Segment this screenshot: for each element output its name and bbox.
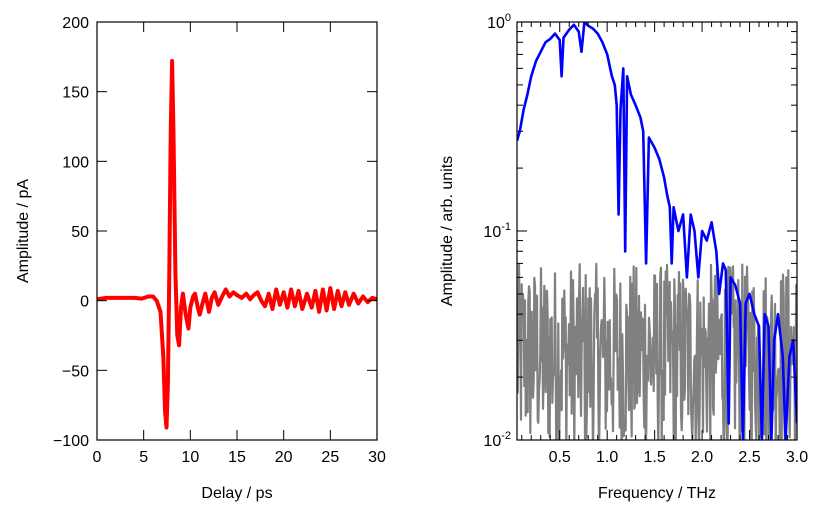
frequency-domain-x-tick-label: 3.0: [786, 449, 808, 466]
frequency-domain-x-tick-label: 1.5: [644, 449, 666, 466]
time-domain-y-tick-label: −50: [62, 363, 89, 380]
time-domain-plot-area: [97, 59, 377, 430]
frequency-domain-y-tick-label: 10-1: [483, 221, 511, 241]
time-domain-y-tick-label: −100: [53, 433, 89, 450]
frequency-domain-x-tick-label: 2.5: [738, 449, 760, 466]
time-domain-series-line-0: [97, 59, 377, 430]
time-domain-y-tick-label: 150: [62, 85, 89, 102]
time-domain-y-tick-label: 200: [62, 15, 89, 32]
frequency-domain-y-tick-label: 10-2: [483, 430, 511, 450]
time-domain-y-tick-label: 50: [71, 224, 89, 241]
noise-floor-line: [517, 262, 797, 440]
time-domain-x-tick-label: 5: [139, 449, 148, 466]
time-domain-y-tick-label: 0: [80, 294, 89, 311]
time-domain-x-tick-label: 15: [228, 449, 246, 466]
frequency-domain-x-tick-label: 1.0: [596, 449, 618, 466]
frequency-domain-y-axis-title: Amplitude / arb. units: [439, 156, 456, 306]
frequency-domain-y-tick-label: 100: [487, 12, 511, 32]
time-domain-frame: [96, 21, 378, 441]
time-domain-y-tick-label: 100: [62, 154, 89, 171]
frequency-domain-x-tick-label: 0.5: [549, 449, 571, 466]
time-domain-x-tick-label: 0: [93, 449, 102, 466]
frequency-domain-x-axis-title: Frequency / THz: [598, 485, 716, 502]
frequency-domain-ticks: 0.5 1.0 1.5 2.0 2.5 3.0 100 10-1 10-2: [483, 12, 808, 466]
time-domain-y-axis-title: Amplitude / pA: [15, 179, 32, 283]
frequency-domain-panel: 0.5 1.0 1.5 2.0 2.5 3.0 100 10-1 10-2 Frequency …: [439, 12, 808, 502]
time-domain-x-tick-label: 30: [368, 449, 386, 466]
frequency-domain-plot-area: [517, 22, 797, 440]
time-domain-x-tick-label: 10: [181, 449, 199, 466]
time-domain-ticks: 0 5 10 15 20 25 30 −100 −50 0 50 100 150 200: [53, 15, 386, 466]
time-domain-panel: 0 5 10 15 20 25 30 −100 −50 0 50 100 150 200 Delay / …: [15, 15, 386, 502]
time-domain-x-tick-label: 20: [275, 449, 293, 466]
time-domain-x-axis-title: Delay / ps: [201, 485, 272, 502]
time-domain-x-tick-label: 25: [321, 449, 339, 466]
spectrum-line: [517, 22, 797, 440]
frequency-domain-x-tick-label: 2.0: [691, 449, 713, 466]
